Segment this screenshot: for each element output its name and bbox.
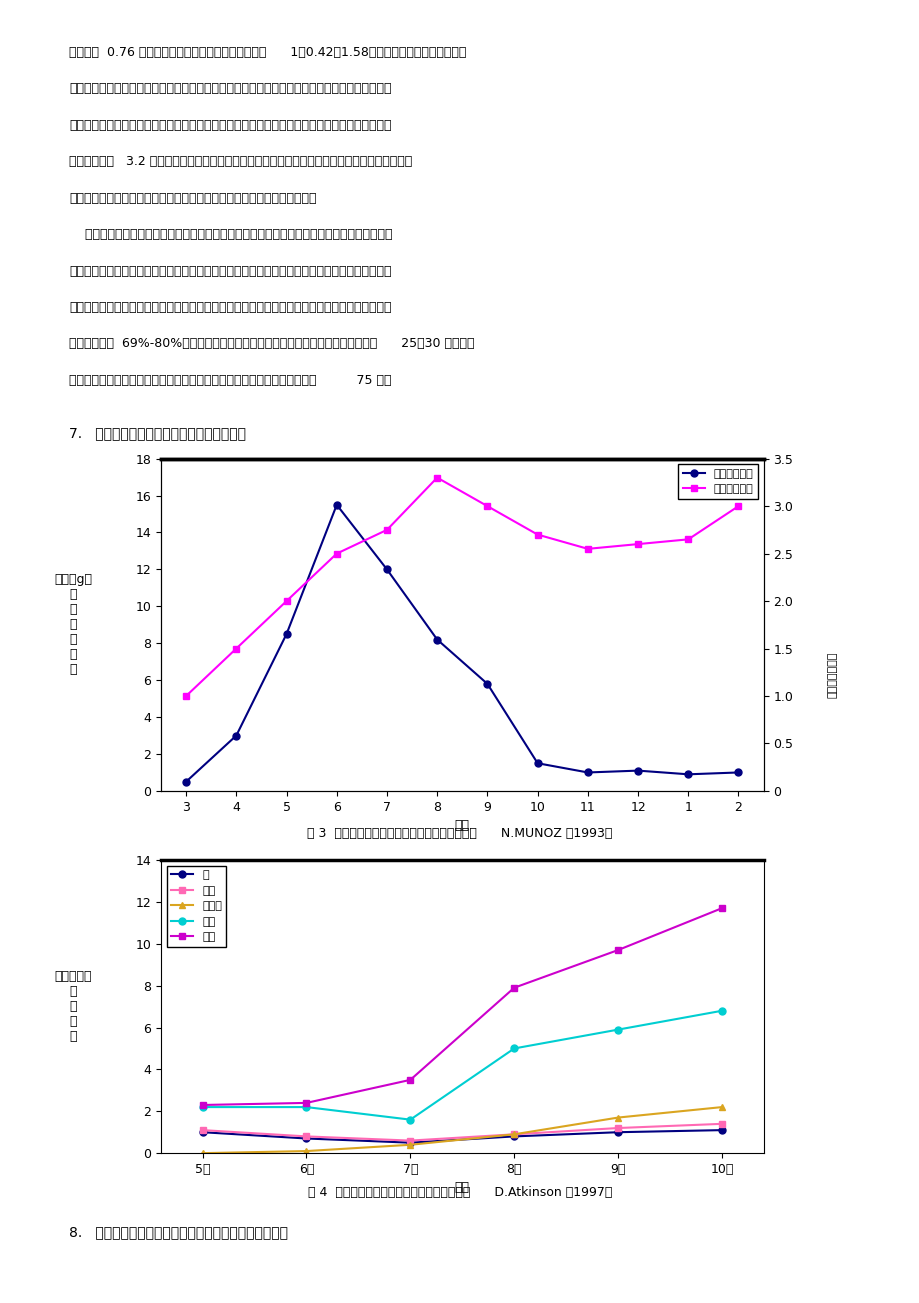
Text: 7.   一年生桃树的干物质累积及氮素吸收规律: 7. 一年生桃树的干物质累积及氮素吸收规律 <box>69 426 245 440</box>
Text: 藏养分，以备继续生长发育的需要。营养生长和生殖生长对贮藏营养都有很强的依赖性，贮藏营养: 藏养分，以备继续生长发育的需要。营养生长和生殖生长对贮藏营养都有很强的依赖性，贮… <box>69 265 391 278</box>
X-axis label: 日期: 日期 <box>454 1182 470 1195</box>
Text: 有研究表明，  69%-80%的氮贮藏在桃树的根系中。还有研究表明，开始新生长的前      25－30 天，所有: 有研究表明， 69%-80%的氮贮藏在桃树的根系中。还有研究表明，开始新生长的前… <box>69 337 474 351</box>
Legend: 氮素的吸收量, 干物质累积量: 氮素的吸收量, 干物质累积量 <box>677 464 757 499</box>
X-axis label: 月份: 月份 <box>454 820 470 833</box>
Text: 图 3  一年生桃树的氮素吸收及干物质累积情况（      N.MUNOZ ，1993）: 图 3 一年生桃树的氮素吸收及干物质累积情况（ N.MUNOZ ，1993） <box>307 827 612 840</box>
Text: ）克（g（
量
收
吸
的
素
氮: ）克（g（ 量 收 吸 的 素 氮 <box>54 573 93 676</box>
Text: 适量，能促进枝叶生长，有利于花芽分化和果实发育。磷肥不足，则根系生长发育不良，春季萌芽: 适量，能促进枝叶生长，有利于花芽分化和果实发育。磷肥不足，则根系生长发育不良，春… <box>69 82 391 95</box>
Text: 8.   三年生早熟和晚熟品种桃的生长规律及养分吸收规律: 8. 三年生早熟和晚熟品种桃的生长规律及养分吸收规律 <box>69 1225 288 1239</box>
Text: 图 4  一年生树体各部分氮素含量的季节变化（      D.Atkinson ，1997）: 图 4 一年生树体各部分氮素含量的季节变化（ D.Atkinson ，1997） <box>308 1186 611 1199</box>
Text: 公斤，钾  0.76 公斤，对氮、磷、钾的吸收比例大体为      1：0.42：1.58。桃树对氮素较为敏感，氮肥: 公斤，钾 0.76 公斤，对氮、磷、钾的吸收比例大体为 1：0.42：1.58。… <box>69 46 466 59</box>
Text: 桃树所吸收的矿质营养元素，除了满足当年产量形成的需要外，还要形成足够的营养生长和贮: 桃树所吸收的矿质营养元素，除了满足当年产量形成的需要外，还要形成足够的营养生长和… <box>69 228 392 241</box>
Text: ）棵／克（
量
含
素
氮: ）棵／克（ 量 含 素 氮 <box>55 969 92 1044</box>
Text: 干物质累积量（: 干物质累积量（ <box>827 652 836 698</box>
Text: 以前不易发现，而到果实第二次膨大，才表现出果实不能迅速膨大的症状。: 以前不易发现，而到果实第二次膨大，才表现出果实不能迅速膨大的症状。 <box>69 192 316 205</box>
Legend: 根, 根砧, 嫩枝条, 叶片, 总量: 根, 根砧, 嫩枝条, 叶片, 总量 <box>166 865 226 947</box>
Text: 的含量为氮的   3.2 倍。钾肥充足，果个大，含糖量高，风味浓，色泽鲜艳，轻度缺钾时，在硬核期: 的含量为氮的 3.2 倍。钾肥充足，果个大，含糖量高，风味浓，色泽鲜艳，轻度缺钾… <box>69 155 412 168</box>
Text: 的氮素全部来自贮藏营养，贮藏氮素可以用来供给新的生长一直到花后大约          75 天。: 的氮素全部来自贮藏营养，贮藏氮素可以用来供给新的生长一直到花后大约 75 天。 <box>69 374 391 387</box>
Text: 主要通过秋季追施提供的。树体这种循环供给养分的能力使得肥料效应可能不会在当年完全显现。: 主要通过秋季追施提供的。树体这种循环供给养分的能力使得肥料效应可能不会在当年完全… <box>69 301 391 314</box>
Text: 开花推迟，影响新梢和果实生长，降低品质，且不耐贮运。钾素对果实的发育特别重要，在果实内: 开花推迟，影响新梢和果实生长，降低品质，且不耐贮运。钾素对果实的发育特别重要，在… <box>69 119 391 132</box>
